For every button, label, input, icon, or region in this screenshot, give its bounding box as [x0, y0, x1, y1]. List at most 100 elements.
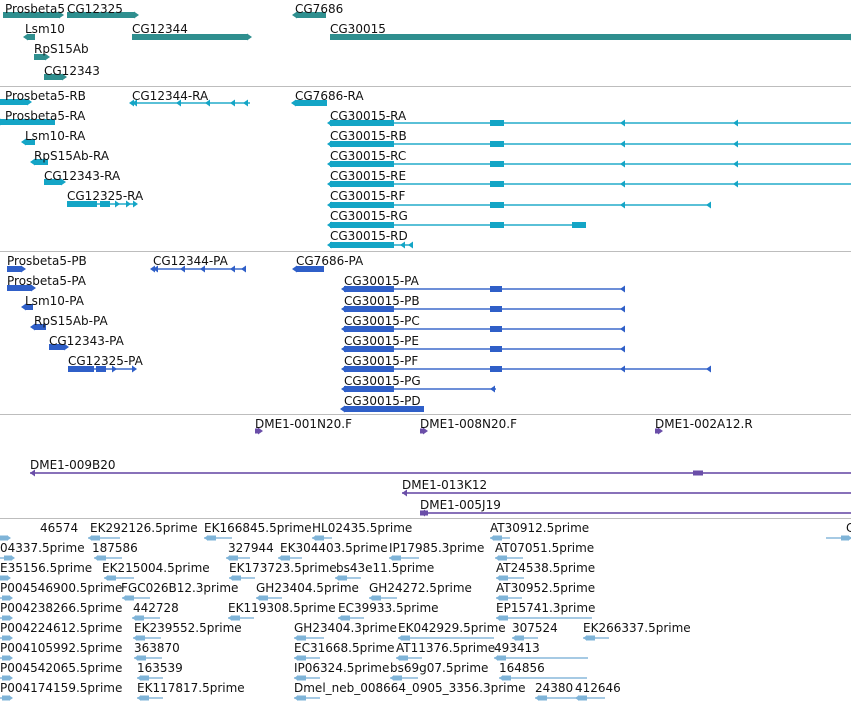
est-363870-glyph[interactable] — [134, 655, 162, 661]
gene-cg12343-glyph[interactable] — [44, 73, 67, 81]
est-ec39933-label[interactable]: EC39933.5prime — [338, 601, 439, 615]
gene-cg12344-label[interactable]: CG12344 — [132, 22, 188, 36]
est-bs69g07-label[interactable]: bs69g07.5prime — [390, 661, 489, 675]
protein-prosbeta5-pa-glyph[interactable] — [7, 284, 36, 292]
est-gh23404-5-glyph[interactable] — [256, 595, 282, 601]
est-p004546900-glyph[interactable] — [0, 595, 13, 601]
est-ek117817-glyph[interactable] — [137, 695, 163, 701]
transcript-prosbeta5-rb-glyph[interactable] — [0, 98, 32, 106]
transcript-cg7686-ra-label[interactable]: CG7686-RA — [295, 89, 364, 103]
clone-dme1-002a12-r-glyph[interactable] — [655, 427, 663, 435]
est-ek166845-label[interactable]: EK166845.5prime — [204, 521, 312, 535]
est-at07051-label[interactable]: AT07051.5prime — [495, 541, 595, 555]
gene-rps15ab-glyph[interactable] — [34, 53, 50, 61]
transcript-cg12343-ra-glyph[interactable] — [44, 178, 66, 186]
transcript-rps15ab-ra-label[interactable]: RpS15Ab-RA — [34, 149, 110, 163]
est-ip06324-label[interactable]: IP06324.5prime — [294, 661, 390, 675]
protein-cg30015-pc-glyph[interactable] — [341, 325, 625, 333]
protein-cg12325-pa-label[interactable]: CG12325-PA — [68, 354, 143, 368]
transcript-prosbeta5-ra-label[interactable]: Prosbeta5-RA — [5, 109, 86, 123]
transcript-cg30015-rb-glyph[interactable] — [327, 140, 851, 148]
protein-cg12343-pa-glyph[interactable] — [49, 343, 69, 351]
transcript-rps15ab-ra-glyph[interactable] — [30, 158, 48, 166]
transcript-cg12343-ra-label[interactable]: CG12343-RA — [44, 169, 121, 183]
gene-cg30015-glyph[interactable] — [330, 33, 851, 41]
gene-prosbeta5-label[interactable]: Prosbeta5 — [5, 2, 65, 16]
gene-cg12344-glyph[interactable] — [132, 33, 252, 41]
clone-dme1-001n20-f-glyph[interactable] — [255, 427, 263, 435]
est-46574-glyph[interactable] — [0, 535, 11, 541]
protein-cg12325-pa-glyph[interactable] — [68, 365, 137, 373]
protein-rps15ab-pa-label[interactable]: RpS15Ab-PA — [34, 314, 108, 328]
est-442728-glyph[interactable] — [132, 615, 160, 621]
est-p004238266-label[interactable]: P004238266.5prime — [0, 601, 123, 615]
est-gh23404-5-label[interactable]: GH23404.5prime — [256, 581, 359, 595]
est-ec31668-glyph[interactable] — [294, 655, 320, 661]
protein-cg30015-pf-label[interactable]: CG30015-PF — [344, 354, 419, 368]
est-24380-label[interactable]: 24380 — [535, 681, 574, 695]
est-bs69g07-glyph[interactable] — [390, 675, 418, 681]
est-ek173723-label[interactable]: EK173723.5prime — [229, 561, 337, 575]
gene-lsm10-glyph[interactable] — [23, 33, 35, 41]
est-hl02435-label[interactable]: HL02435.5prime — [312, 521, 413, 535]
est-e35156-glyph[interactable] — [0, 575, 11, 581]
protein-lsm10-pa-label[interactable]: Lsm10-PA — [25, 294, 84, 308]
est-164856-glyph[interactable] — [499, 675, 587, 681]
est-ek266337-label[interactable]: EK266337.5prime — [583, 621, 691, 635]
transcript-cg30015-re-glyph[interactable] — [327, 180, 851, 188]
est-412646-label[interactable]: 412646 — [575, 681, 621, 695]
est-164856-label[interactable]: 164856 — [499, 661, 545, 675]
clone-dme1-013k12-label[interactable]: DME1-013K12 — [402, 478, 488, 492]
transcript-lsm10-ra-glyph[interactable] — [21, 138, 35, 146]
est-ek215004-glyph[interactable] — [104, 575, 134, 581]
clone-dme1-001n20-f-label[interactable]: DME1-001N20.F — [255, 417, 353, 431]
protein-prosbeta5-pa-label[interactable]: Prosbeta5-PA — [7, 274, 86, 288]
est-at24538-glyph[interactable] — [496, 575, 524, 581]
protein-cg7686-pa-glyph[interactable] — [292, 265, 324, 273]
est-187586-glyph[interactable] — [94, 555, 122, 561]
est-at11376-glyph[interactable] — [396, 655, 422, 661]
est-ek304403-glyph[interactable] — [278, 555, 302, 561]
est-ek173723-glyph[interactable] — [229, 575, 255, 581]
est-fgc026b12-glyph[interactable] — [122, 595, 150, 601]
est-ip17985-glyph[interactable] — [389, 555, 419, 561]
est-p004174159-label[interactable]: P004174159.5prime — [0, 681, 123, 695]
gene-cg7686-label[interactable]: CG7686 — [295, 2, 344, 16]
protein-cg30015-pe-label[interactable]: CG30015-PE — [344, 334, 419, 348]
transcript-cg7686-ra-glyph[interactable] — [291, 99, 327, 107]
est-24380-glyph[interactable] — [535, 695, 575, 701]
protein-cg12344-pa-glyph[interactable] — [150, 265, 246, 273]
clone-dme1-013k12-glyph[interactable] — [402, 489, 851, 497]
est-p004105992-glyph[interactable] — [0, 655, 13, 661]
clone-dme1-008n20-f-glyph[interactable] — [420, 427, 428, 435]
transcript-cg30015-re-label[interactable]: CG30015-RE — [330, 169, 407, 183]
est-ek119308-glyph[interactable] — [228, 615, 254, 621]
est-gh24272-glyph[interactable] — [369, 595, 397, 601]
est-p004542065-glyph[interactable] — [0, 675, 13, 681]
est-at30912-glyph[interactable] — [490, 535, 510, 541]
est-163539-glyph[interactable] — [137, 675, 163, 681]
protein-cg30015-pd-glyph[interactable] — [340, 405, 424, 413]
clone-dme1-009b20-label[interactable]: DME1-009B20 — [30, 458, 116, 472]
protein-cg30015-pa-glyph[interactable] — [341, 285, 625, 293]
est-ec31668-label[interactable]: EC31668.5prime — [294, 641, 395, 655]
transcript-cg12325-ra-glyph[interactable] — [67, 200, 138, 208]
protein-cg30015-pg-label[interactable]: CG30015-PG — [344, 374, 421, 388]
est-c-edge-label[interactable]: C — [846, 521, 851, 535]
est-363870-label[interactable]: 363870 — [134, 641, 180, 655]
protein-cg30015-pc-label[interactable]: CG30015-PC — [344, 314, 420, 328]
est-163539-label[interactable]: 163539 — [137, 661, 183, 675]
est-at07051-glyph[interactable] — [495, 555, 523, 561]
est-at11376-label[interactable]: AT11376.5prime — [396, 641, 496, 655]
est-04337-glyph[interactable] — [0, 555, 15, 561]
est-ek266337-glyph[interactable] — [583, 635, 609, 641]
est-gh23404-3-label[interactable]: GH23404.3prime — [294, 621, 397, 635]
est-at30952-label[interactable]: AT30952.5prime — [496, 581, 596, 595]
protein-cg30015-pf-glyph[interactable] — [341, 365, 711, 373]
est-ek166845-glyph[interactable] — [204, 535, 232, 541]
gene-cg12325-glyph[interactable] — [67, 11, 139, 19]
gene-cg30015-label[interactable]: CG30015 — [330, 22, 386, 36]
est-gh23404-3-glyph[interactable] — [294, 635, 324, 641]
est-p004105992-label[interactable]: P004105992.5prime — [0, 641, 123, 655]
est-gh24272-label[interactable]: GH24272.5prime — [369, 581, 472, 595]
